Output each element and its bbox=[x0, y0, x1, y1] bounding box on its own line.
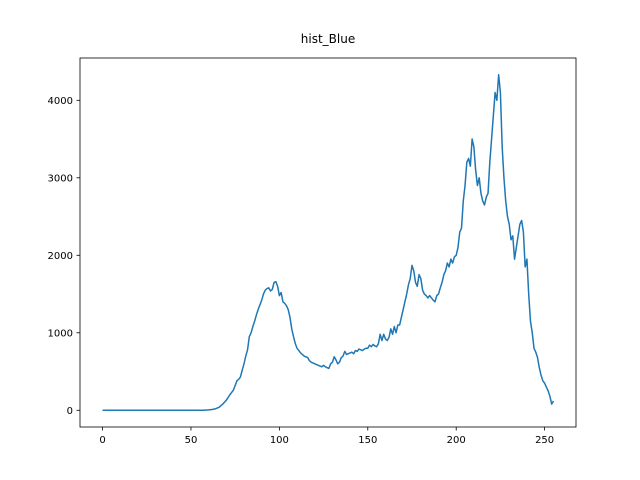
y-tick-label: 1000 bbox=[48, 328, 73, 339]
x-tick-label: 150 bbox=[358, 435, 377, 446]
x-tick-label: 0 bbox=[99, 435, 105, 446]
data-line bbox=[102, 73, 555, 412]
x-tick-label: 250 bbox=[535, 435, 554, 446]
y-tick-label: 2000 bbox=[48, 251, 73, 262]
x-tick-label: 50 bbox=[185, 435, 198, 446]
y-tick-label: 4000 bbox=[48, 96, 73, 107]
plot-frame bbox=[79, 57, 577, 428]
x-tick-label: 200 bbox=[447, 435, 466, 446]
x-tick-label: 100 bbox=[270, 435, 289, 446]
y-tick-label: 0 bbox=[67, 406, 73, 417]
y-tick-label: 3000 bbox=[48, 173, 73, 184]
chart-title: hist_Blue bbox=[301, 32, 355, 46]
